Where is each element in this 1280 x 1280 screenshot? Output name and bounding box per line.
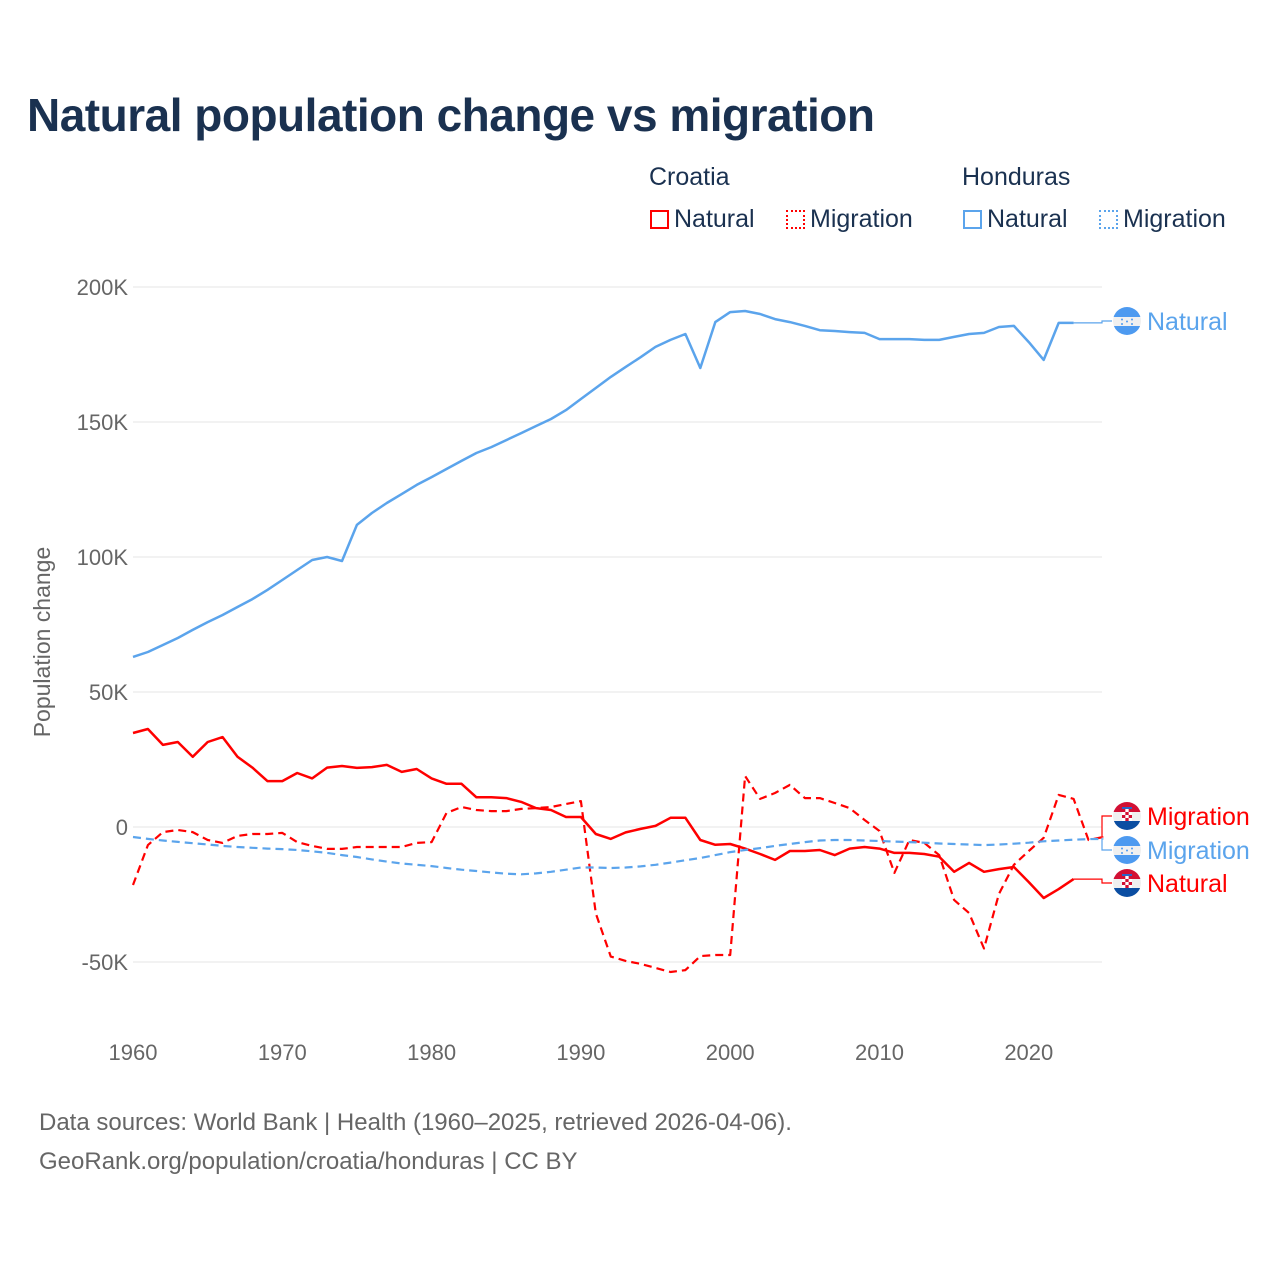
legend-label: Natural xyxy=(987,205,1068,233)
y-tick-label: 150K xyxy=(77,410,129,435)
series-line-honduras-migration xyxy=(132,835,1104,876)
label-connector xyxy=(1101,815,1112,838)
end-label: Migration xyxy=(1147,803,1250,831)
end-label: Natural xyxy=(1147,308,1228,336)
legend-croatia-migration[interactable]: Migration xyxy=(786,205,913,234)
legend-honduras-natural[interactable]: Natural xyxy=(963,205,1068,234)
honduras-flag-icon xyxy=(1113,307,1141,335)
legend-swatch-solid-red xyxy=(650,210,669,229)
y-tick-label: 0 xyxy=(116,815,128,840)
x-tick-label: 1960 xyxy=(109,1040,158,1065)
y-tick-label: 100K xyxy=(77,545,129,570)
label-connector xyxy=(1073,320,1112,324)
x-tick-label: 2020 xyxy=(1004,1040,1053,1065)
x-tick-label: 2010 xyxy=(855,1040,904,1065)
x-tick-label: 2000 xyxy=(706,1040,755,1065)
legend-croatia-natural[interactable]: Natural xyxy=(650,205,755,234)
legend-label: Natural xyxy=(674,205,755,233)
y-tick-label: -50K xyxy=(82,950,129,975)
y-tick-label: 50K xyxy=(89,680,128,705)
croatia-flag-icon xyxy=(1113,802,1141,830)
footer-sources: Data sources: World Bank | Health (1960–… xyxy=(39,1109,792,1136)
series-line-croatia-migration xyxy=(131,774,1104,974)
legend-swatch-dotted-blue xyxy=(1099,210,1118,229)
honduras-flag-icon xyxy=(1113,836,1141,864)
legend-label: Migration xyxy=(810,205,913,233)
series-line-croatia-natural xyxy=(132,727,1075,900)
legend-group-croatia: Croatia xyxy=(649,163,730,191)
legend-group-honduras: Honduras xyxy=(962,163,1071,191)
end-label: Migration xyxy=(1147,837,1250,865)
y-tick-label: 200K xyxy=(77,275,129,300)
x-tick-label: 1980 xyxy=(407,1040,456,1065)
label-connector xyxy=(1073,878,1112,884)
legend-swatch-solid-blue xyxy=(963,210,982,229)
x-tick-label: 1990 xyxy=(556,1040,605,1065)
y-axis-label: Population change xyxy=(29,547,55,738)
legend-label: Migration xyxy=(1123,205,1226,233)
end-label: Natural xyxy=(1147,870,1228,898)
chart-title: Natural population change vs migration xyxy=(27,89,875,141)
label-connector xyxy=(1101,838,1112,851)
legend-swatch-dotted-red xyxy=(786,210,805,229)
legend-honduras-migration[interactable]: Migration xyxy=(1099,205,1226,234)
series-line-honduras-natural xyxy=(132,309,1074,659)
croatia-flag-icon xyxy=(1113,869,1141,897)
footer-link[interactable]: GeoRank.org/population/croatia/honduras … xyxy=(39,1148,578,1175)
x-tick-label: 1970 xyxy=(258,1040,307,1065)
